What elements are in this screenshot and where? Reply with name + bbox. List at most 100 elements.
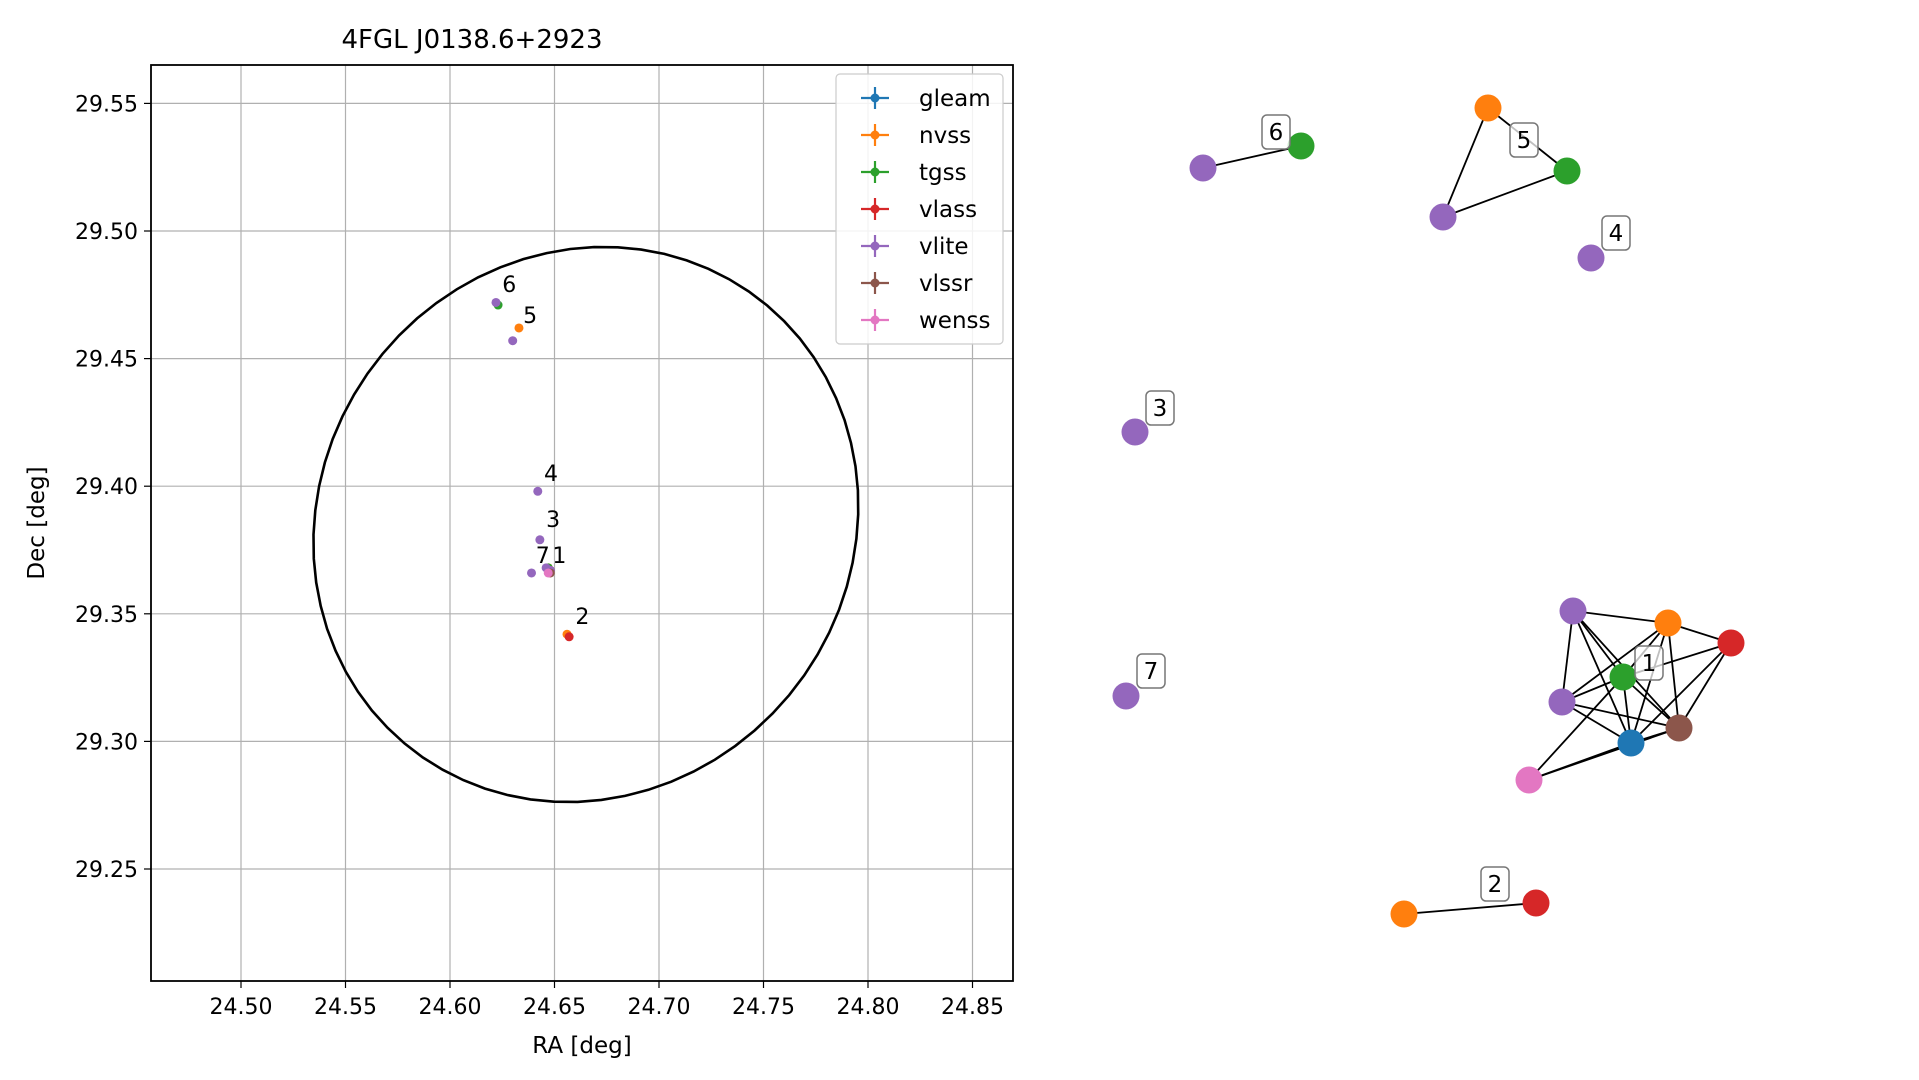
point-nvss [514,323,524,333]
legend-label-vlite: vlite [919,234,969,260]
network-label-box [1509,122,1539,158]
legend-label-gleam: gleam [919,86,991,112]
legend: gleam nvss tgss vlass vlite vlssr wenss [835,73,1004,345]
network-node [1577,244,1605,272]
x-tick-label: 24.55 [314,995,377,1020]
x-axis-label: RA [deg] [532,1033,631,1059]
network-edge [1572,610,1624,678]
scatter-panel: 4FGL J0138.6+2923 65 4 3 7 1 2 24.50 24.55 24.6… [24,25,1014,1059]
network-label-box [1634,645,1664,681]
network-edge [1403,902,1537,915]
legend-label-nvss: nvss [919,123,971,149]
network-edge [1442,170,1568,218]
network-label-box [1136,653,1166,689]
network-label-box [1601,215,1631,251]
y-tick-label: 29.35 [75,603,138,628]
error-ellipse-path [312,245,860,804]
x-tick-label: 24.70 [628,995,691,1020]
network-node [1553,157,1581,185]
network-panel: 6 5 4 3 7 1 2 [1112,94,1745,928]
group-labels: 65 4 3 7 1 2 [502,273,589,630]
y-tick-label: 29.45 [75,348,138,373]
point-vlite [508,336,518,346]
network-edge [1528,742,1632,781]
network-node [1609,663,1637,691]
legend-marker-dot [870,130,880,140]
x-tick-label: 24.65 [523,995,586,1020]
network-label-text: 5 [1517,128,1532,154]
y-tick-label: 29.25 [75,858,138,883]
x-tick-label: 24.75 [732,995,795,1020]
group-label: 6 [502,273,516,298]
point-vlite [533,486,543,496]
group-label: 5 [523,304,537,329]
x-tick-label: 24.80 [837,995,900,1020]
legend-marker-dot [870,204,880,214]
network-label-text: 7 [1144,659,1159,685]
network-node [1189,154,1217,182]
group-label: 7 [536,544,550,569]
network-nodes [1112,94,1745,928]
network-edge [1667,622,1680,729]
network-node [1717,629,1745,657]
network-node [1617,729,1645,757]
point-vlass [564,632,574,642]
network-edge [1572,610,1669,624]
data-points [491,297,574,642]
y-tick-label: 29.40 [75,475,138,500]
network-edges [1202,107,1732,915]
network-edge [1442,107,1489,218]
plot-frame [150,64,1014,982]
group-label: 3 [546,508,560,533]
network-node [1121,418,1149,446]
network-node [1522,889,1550,917]
legend-marker-dot [870,241,880,251]
legend-label-wenss: wenss [919,308,991,334]
network-label-box [1145,390,1175,426]
chart-title: 4FGL J0138.6+2923 [342,25,603,55]
network-edge [1561,610,1574,703]
legend-marker-dot [870,315,880,325]
legend-label-vlass: vlass [919,197,977,223]
y-tick-label: 29.55 [75,92,138,117]
network-node [1665,714,1693,742]
network-edge [1572,610,1632,744]
x-tick-label: 24.50 [210,995,273,1020]
network-label-box [1480,866,1510,902]
network-edge [1630,622,1669,744]
network-edge [1678,642,1732,729]
error-ellipse [312,245,860,804]
legend-label-tgss: tgss [919,160,967,186]
network-edge [1528,676,1624,781]
network-node [1390,900,1418,928]
point-vlite [535,535,545,545]
x-tick-label: 24.85 [941,995,1004,1020]
network-label-text: 3 [1153,396,1168,422]
legend-label-vlssr: vlssr [919,271,973,297]
y-tick-label: 29.30 [75,730,138,755]
network-label-box [1261,114,1291,150]
legend-marker-dot [870,93,880,103]
network-node [1515,766,1543,794]
network-node [1654,609,1682,637]
legend-marker-dot [870,278,880,288]
network-node [1548,688,1576,716]
axis-ticks: 24.50 24.55 24.60 24.65 24.70 24.75 24.80 24.85… [75,92,1004,1020]
point-vlite [491,297,501,307]
network-edge [1630,642,1732,744]
y-axis-label: Dec [deg] [24,466,50,579]
network-node [1112,682,1140,710]
network-node [1287,132,1315,160]
group-label: 4 [544,462,558,487]
group-label: 1 [552,544,566,569]
network-label-text: 1 [1642,651,1657,677]
network-label-text: 2 [1488,872,1503,898]
network-label-text: 4 [1609,221,1624,247]
x-tick-label: 24.60 [419,995,482,1020]
network-label-text: 6 [1269,120,1284,146]
point-wenss [543,568,553,578]
network-node [1429,203,1457,231]
legend-marker-dot [870,167,880,177]
network-labels: 6 5 4 3 7 1 2 [1136,114,1664,902]
